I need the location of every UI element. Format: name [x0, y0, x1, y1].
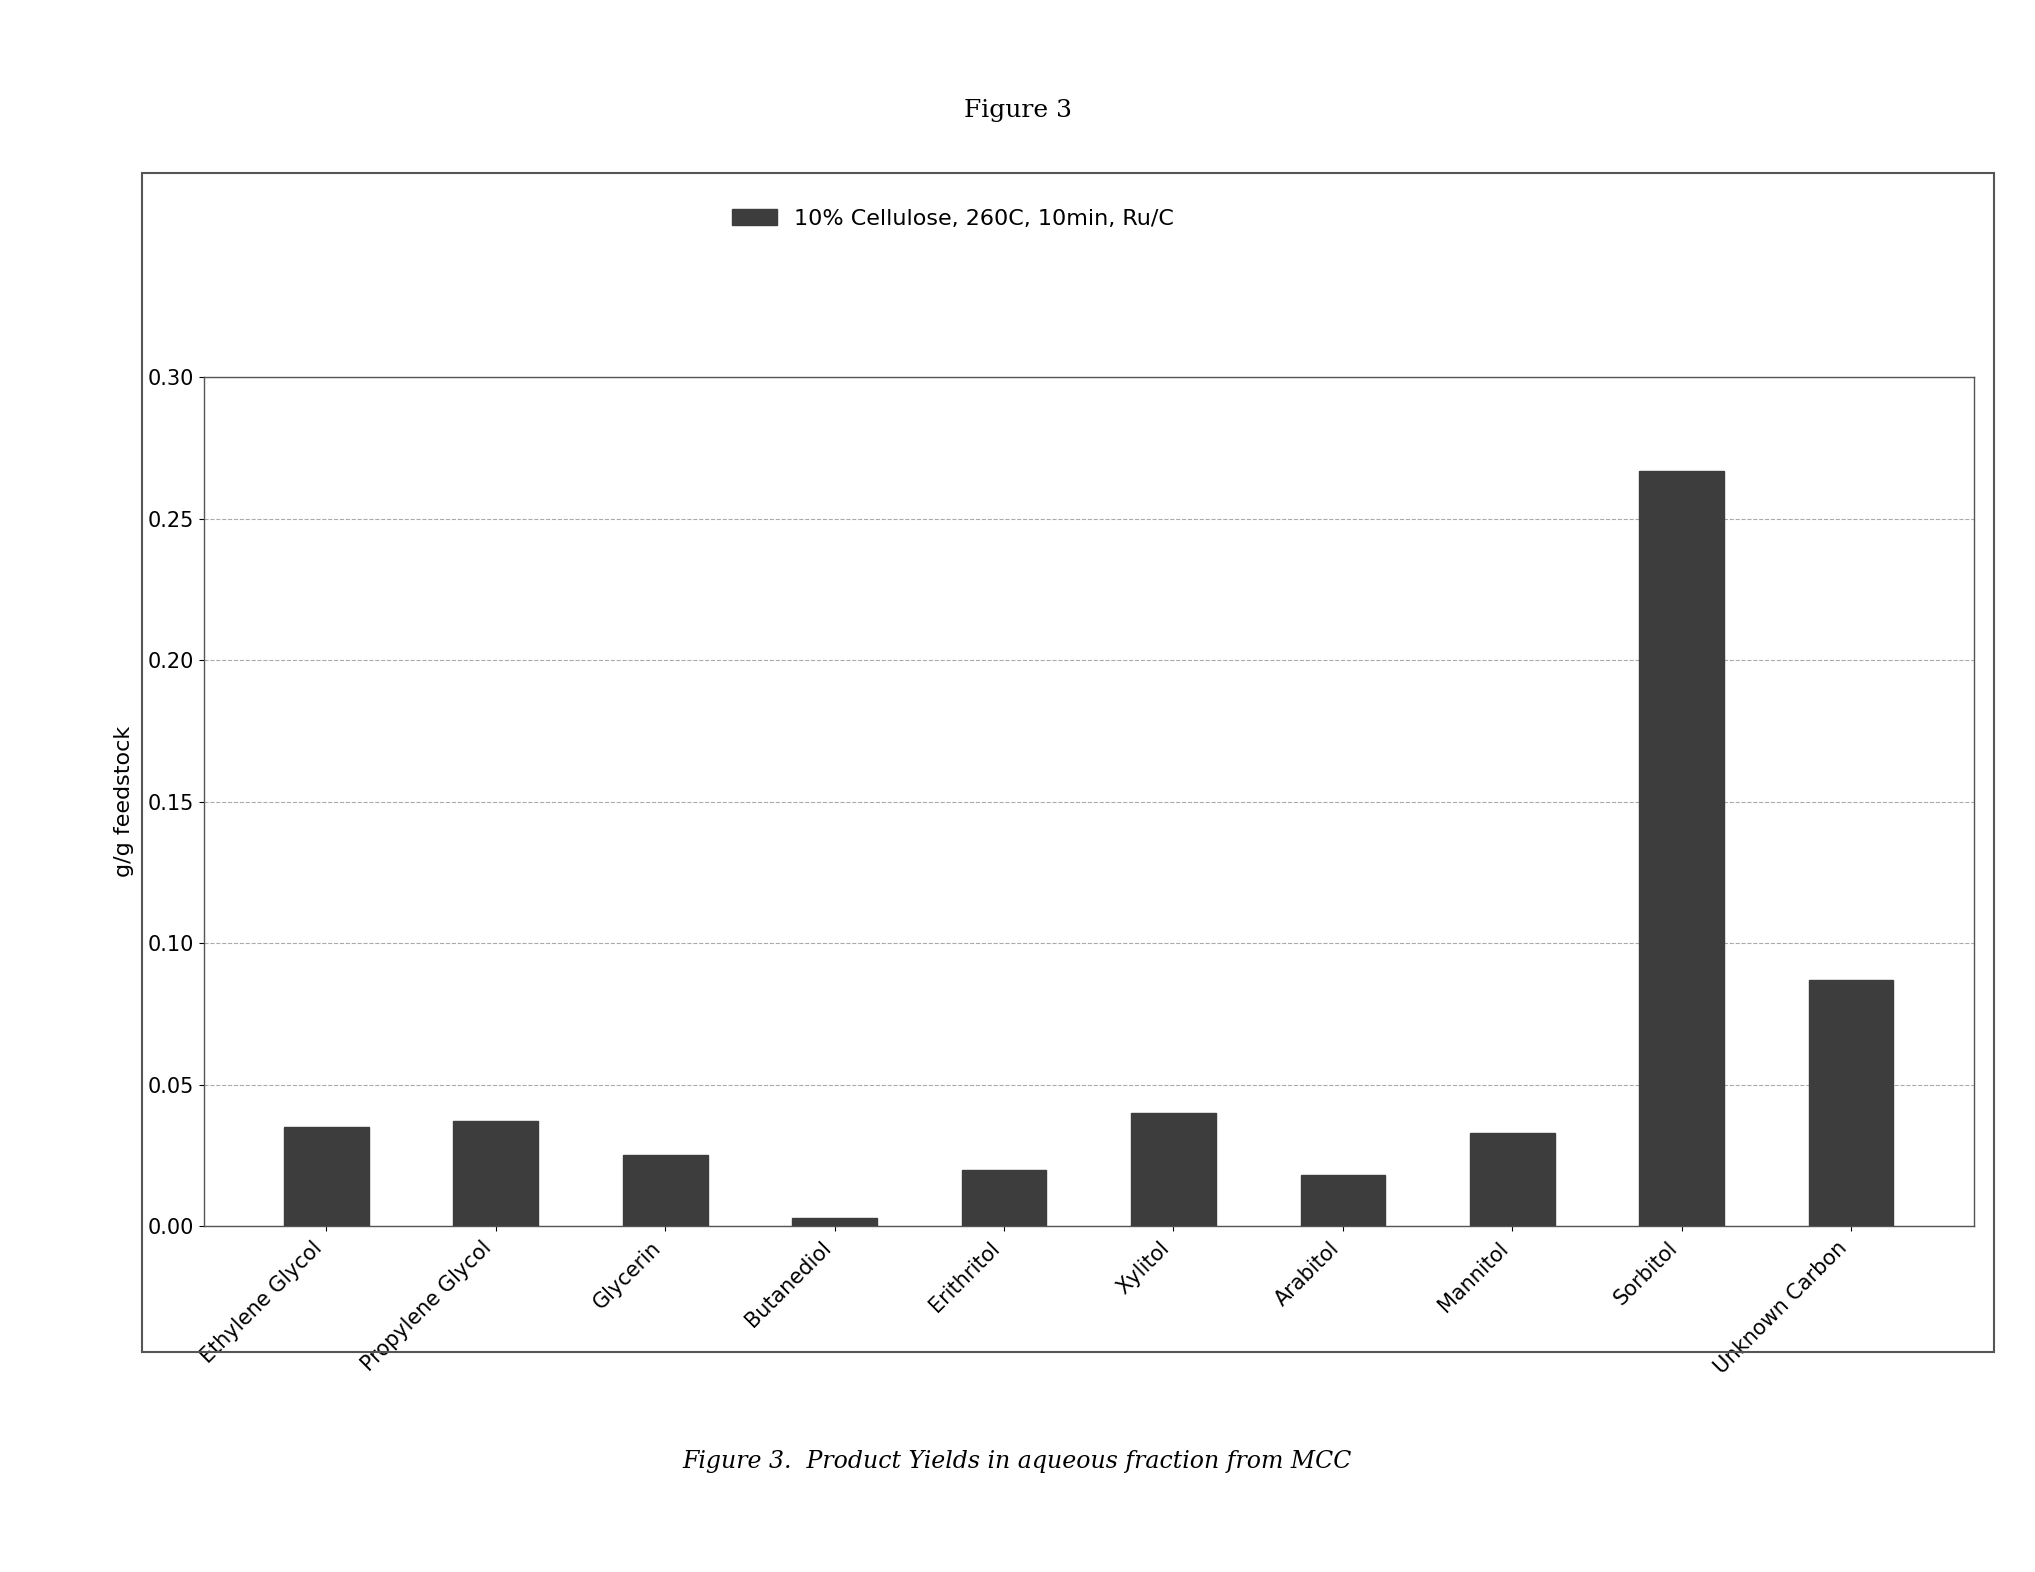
Text: Figure 3: Figure 3 [963, 99, 1072, 121]
Bar [1640, 470, 1724, 1226]
Text: Figure 3.  Product Yields in aqueous fraction from MCC: Figure 3. Product Yields in aqueous frac… [684, 1451, 1351, 1473]
Bar [1469, 1133, 1555, 1226]
Bar [1131, 1113, 1215, 1226]
Legend: 10% Cellulose, 260C, 10min, Ru/C: 10% Cellulose, 260C, 10min, Ru/C [722, 200, 1182, 237]
Bar [1300, 1176, 1386, 1226]
Bar [454, 1121, 537, 1226]
Bar [963, 1170, 1046, 1226]
Bar [623, 1155, 708, 1226]
Bar [792, 1218, 877, 1226]
Y-axis label: g/g feedstock: g/g feedstock [114, 726, 134, 877]
Bar [1809, 979, 1893, 1226]
Bar [285, 1127, 368, 1226]
